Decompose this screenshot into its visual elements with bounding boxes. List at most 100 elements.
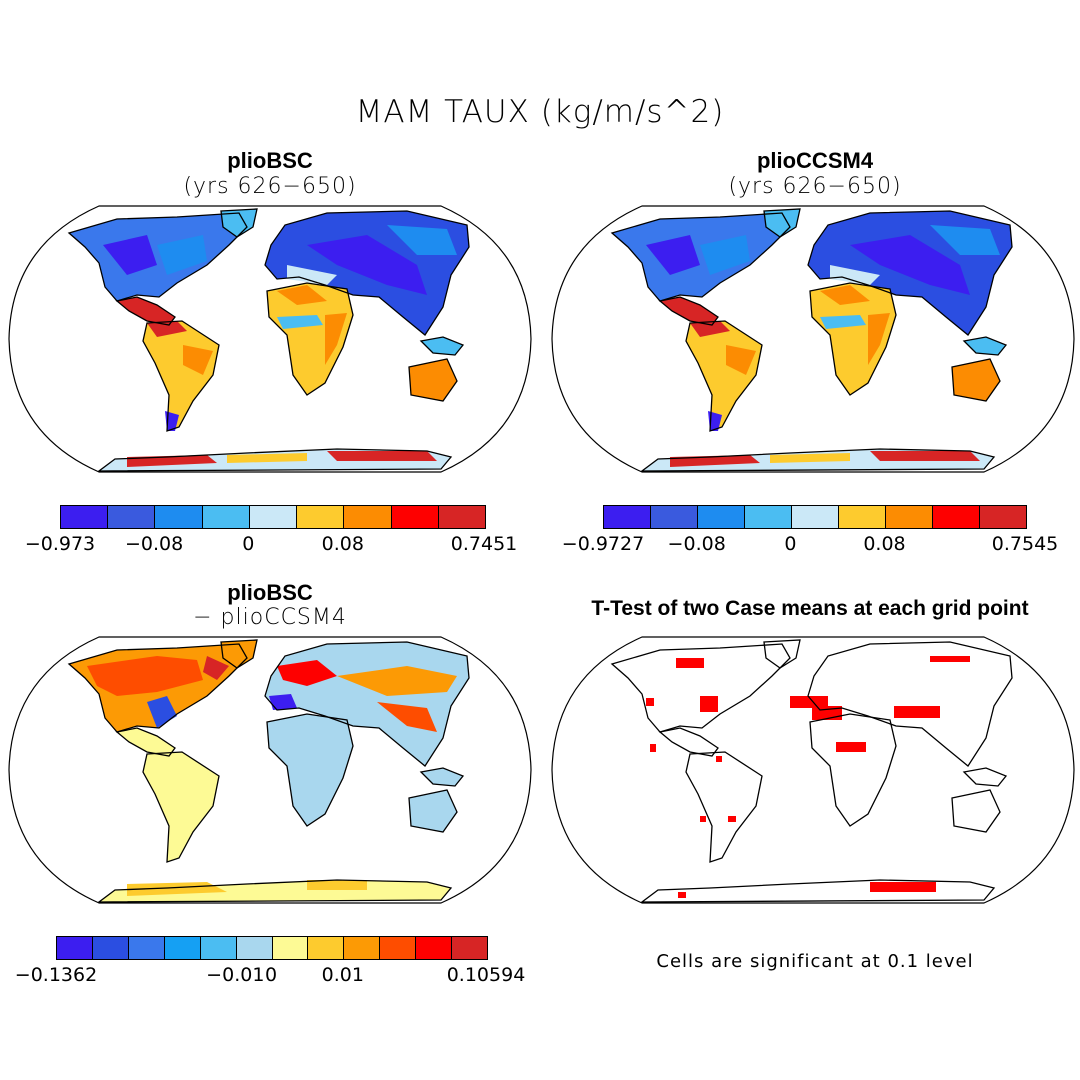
field-patch xyxy=(830,265,880,285)
land-af xyxy=(810,714,896,826)
field-patch xyxy=(770,453,850,463)
colorbar-swatch xyxy=(164,937,201,959)
significant-cells xyxy=(676,658,704,668)
significant-cells xyxy=(650,744,656,752)
field-patch xyxy=(820,285,870,305)
map-frame xyxy=(8,205,532,473)
coastline xyxy=(610,643,791,733)
map-panel-1 xyxy=(8,205,532,473)
significant-cells xyxy=(728,816,736,822)
field-patch xyxy=(327,451,437,461)
colorbar-swatch xyxy=(308,937,345,959)
significant-cells xyxy=(646,698,654,706)
land-na xyxy=(612,213,790,301)
field-patch xyxy=(87,656,203,696)
field-patch xyxy=(377,702,437,732)
land-ca xyxy=(660,297,718,325)
field-patch xyxy=(287,265,337,285)
colorbar-panel-3 xyxy=(56,936,488,960)
colorbar-swatch xyxy=(236,937,273,959)
field-patch xyxy=(646,235,700,275)
panel-3-title: plioBSC xyxy=(227,580,313,605)
significant-cells xyxy=(836,742,866,752)
land-au xyxy=(952,790,1000,832)
colorbar-panel-1 xyxy=(60,505,486,529)
colorbar-2-tick: 0.7545 xyxy=(991,533,1059,555)
coastline xyxy=(97,448,453,472)
colorbar-swatch xyxy=(297,506,345,528)
coastline xyxy=(610,212,791,302)
colorbar-1-labels: −0.973 −0.08 0 0.08 0.7451 xyxy=(25,533,517,557)
coastline xyxy=(220,639,258,669)
colorbar-swatch xyxy=(200,937,237,959)
colorbar-2-tick: 0 xyxy=(784,533,797,555)
land-na xyxy=(69,213,247,301)
colorbar-3-tick: −0.1362 xyxy=(14,964,98,986)
field-patch xyxy=(147,321,187,337)
colorbar-1-tick: 0.08 xyxy=(321,533,364,555)
colorbar-2-tick: 0.08 xyxy=(863,533,906,555)
coastline xyxy=(408,789,458,833)
land-au xyxy=(952,359,1000,401)
field-patch xyxy=(227,453,307,463)
colorbar-3-tick: 0 xyxy=(264,964,278,986)
significant-cells xyxy=(700,696,718,712)
colorbar-1-tick: 0 xyxy=(242,533,255,555)
coastline xyxy=(97,879,453,903)
coastline xyxy=(419,767,465,787)
colorbar-swatch xyxy=(416,937,453,959)
colorbar-swatch xyxy=(980,506,1026,528)
colorbar-swatch xyxy=(155,506,203,528)
significant-cells xyxy=(716,756,722,762)
coastline xyxy=(67,643,248,733)
significance-note: Cells are significant at 0.1 level xyxy=(656,951,974,972)
field-patch xyxy=(708,411,722,431)
colorbar-swatch xyxy=(745,506,792,528)
colorbar-swatch xyxy=(391,506,439,528)
coastline xyxy=(419,336,465,356)
colorbar-swatch xyxy=(128,937,165,959)
coastline xyxy=(685,751,763,863)
map-frame xyxy=(551,636,1075,904)
panel-2-title: plioCCSM4 xyxy=(756,148,874,173)
colorbar-swatch xyxy=(604,506,651,528)
panel-1-title: plioBSC xyxy=(227,148,313,173)
land-ca xyxy=(117,728,175,756)
colorbar-swatch xyxy=(886,506,933,528)
field-patch xyxy=(307,880,367,890)
colorbar-swatch xyxy=(792,506,839,528)
coastline xyxy=(807,641,1013,767)
significant-cells xyxy=(930,656,970,662)
colorbar-2-labels: −0.9727 −0.08 0 0.08 0.7545 xyxy=(562,533,1058,557)
significant-cells xyxy=(894,706,940,718)
colorbar-swatch xyxy=(380,937,417,959)
colorbar-swatch xyxy=(202,506,250,528)
field-patch xyxy=(165,411,179,431)
coastline xyxy=(408,358,458,402)
coastline xyxy=(962,336,1008,356)
colorbar-swatch xyxy=(651,506,698,528)
field-patch xyxy=(850,235,970,295)
map-frame xyxy=(551,205,1075,473)
panel-1-subtitle: (yrs 626−650) xyxy=(183,174,357,199)
field-patch xyxy=(868,313,890,365)
coastline xyxy=(264,210,470,336)
field-patch xyxy=(127,882,227,896)
coastline xyxy=(763,208,801,238)
field-patch xyxy=(277,315,323,329)
significant-cells xyxy=(870,882,936,892)
colorbar-swatch xyxy=(61,506,109,528)
coastline xyxy=(640,879,996,903)
panel-2-subtitle: (yrs 626−650) xyxy=(728,174,902,199)
colorbar-1-tick: 0.7451 xyxy=(450,533,518,555)
field-patch xyxy=(157,235,207,275)
coastline xyxy=(962,767,1008,787)
colorbar-swatch xyxy=(344,506,392,528)
coastline xyxy=(220,208,258,238)
panel-4-title: T-Test of two Case means at each grid po… xyxy=(591,597,1029,620)
coastline xyxy=(266,713,354,827)
coastline xyxy=(763,639,801,669)
colorbar-swatch xyxy=(452,937,488,959)
colorbar-swatch xyxy=(698,506,745,528)
land-ca xyxy=(660,728,718,756)
